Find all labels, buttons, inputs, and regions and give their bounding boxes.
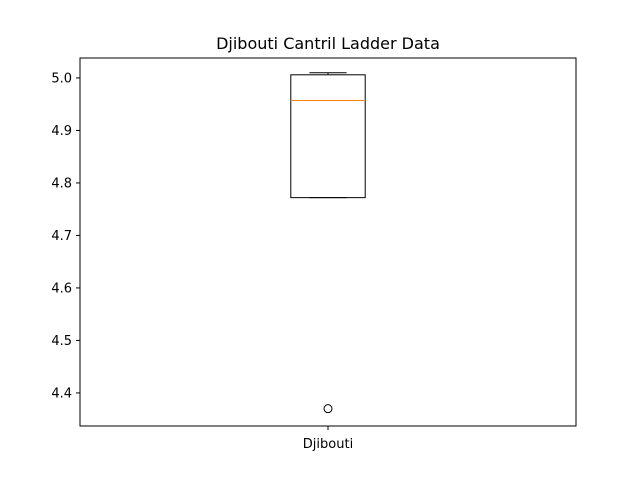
y-tick-label: 4.4 [51,386,72,401]
y-tick-label: 4.6 [51,281,72,296]
x-tick-label: Djibouti [303,437,353,452]
plot-frame [79,57,577,427]
outlier-point [323,404,333,414]
y-tick-label: 4.8 [51,176,72,191]
y-tick-label: 5.0 [51,71,72,86]
y-tick-label: 4.9 [51,124,72,139]
y-axis: 4.4 4.5 4.6 4.7 4.8 4.9 5.0 [51,71,80,401]
y-tick-label: 4.7 [51,229,72,244]
y-tick-label: 4.5 [51,334,72,349]
boxes-layer [290,72,366,414]
iqr-box [290,74,366,199]
x-axis: Djibouti [303,426,353,452]
chart-title: Djibouti Cantril Ladder Data [216,34,440,53]
